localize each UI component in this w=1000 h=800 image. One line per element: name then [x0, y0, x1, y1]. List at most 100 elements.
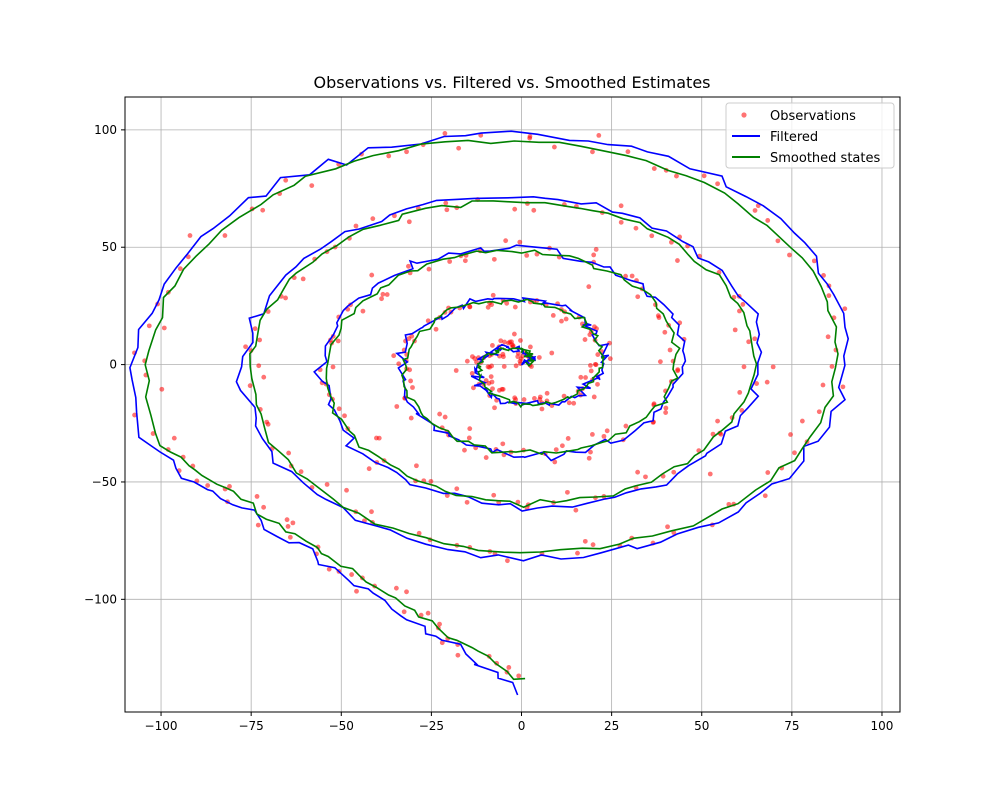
observation-point	[520, 353, 525, 359]
observation-point	[471, 385, 476, 391]
observation-point	[527, 344, 533, 350]
y-tick-label: 50	[102, 240, 117, 254]
observation-point	[410, 385, 415, 390]
observation-point	[442, 414, 448, 420]
observation-point	[586, 284, 592, 290]
observation-point	[707, 471, 713, 477]
observation-point	[407, 367, 413, 373]
observation-point	[324, 482, 330, 487]
observation-point	[483, 455, 489, 460]
observation-point	[243, 344, 248, 350]
observation-point	[456, 145, 462, 151]
observation-point	[571, 400, 577, 406]
observation-point	[741, 364, 747, 370]
observation-point	[470, 354, 475, 360]
observation-point	[715, 181, 720, 187]
observation-point	[737, 389, 743, 395]
observation-point	[740, 302, 746, 307]
observation-point	[765, 470, 771, 475]
observation-point	[187, 233, 193, 238]
observation-point	[623, 423, 629, 429]
observation-point	[366, 466, 372, 472]
observation-point	[150, 431, 156, 436]
observation-point	[586, 455, 592, 461]
observation-point	[643, 474, 648, 480]
observation-point	[418, 612, 424, 618]
observation-point	[380, 291, 386, 297]
observation-point	[811, 258, 817, 264]
observation-point	[504, 300, 510, 306]
observation-point	[532, 396, 537, 401]
observation-point	[842, 306, 848, 312]
observation-point	[732, 327, 738, 333]
grid	[125, 97, 900, 712]
observation-point	[635, 469, 641, 475]
observation-point	[511, 331, 517, 337]
observation-point	[177, 266, 183, 272]
observation-point	[349, 572, 355, 577]
observation-point	[485, 364, 491, 370]
observation-point	[552, 144, 557, 150]
observation-point	[491, 256, 497, 262]
observation-point	[185, 254, 191, 260]
x-tick-label: −75	[238, 719, 263, 733]
observation-point	[675, 368, 681, 374]
observation-point	[662, 329, 668, 335]
observation-point	[404, 149, 409, 155]
observation-point	[566, 400, 572, 406]
observation-point	[464, 499, 470, 505]
observation-point	[587, 332, 593, 338]
observation-point	[401, 609, 407, 615]
observation-point	[501, 354, 506, 360]
observation-point	[633, 225, 639, 231]
observation-point	[787, 252, 792, 258]
observation-point	[469, 371, 475, 376]
observation-point	[503, 238, 509, 244]
observation-point	[132, 412, 137, 418]
observation-point	[286, 450, 292, 456]
observation-point	[516, 673, 522, 679]
observation-point	[509, 339, 514, 345]
observation-point	[498, 338, 504, 344]
observation-point	[754, 381, 760, 386]
observation-point	[549, 350, 555, 356]
observation-point	[496, 387, 502, 393]
observation-point	[256, 363, 262, 369]
observation-point	[840, 384, 846, 390]
observation-point	[578, 374, 584, 380]
observation-point	[300, 276, 306, 282]
observation-point	[625, 149, 631, 155]
observation-point	[524, 252, 530, 258]
observation-point	[464, 358, 470, 364]
observation-point	[537, 397, 543, 402]
observation-point	[444, 207, 450, 213]
x-tick-label: 50	[694, 719, 709, 733]
observation-point	[336, 406, 342, 412]
observation-point	[406, 263, 411, 269]
observation-point	[595, 381, 600, 387]
observation-point	[353, 223, 359, 229]
observation-point	[829, 364, 835, 369]
observation-point	[462, 447, 467, 453]
observation-point	[254, 494, 260, 499]
observation-point	[821, 273, 826, 278]
observation-point	[467, 304, 473, 310]
observation-point	[437, 411, 443, 417]
observation-point	[665, 524, 670, 530]
y-tick-label: 0	[109, 358, 117, 372]
observation-point	[264, 419, 270, 425]
observation-point	[408, 378, 414, 384]
observation-point	[739, 407, 745, 413]
observation-point	[515, 499, 521, 505]
observation-point	[454, 486, 460, 492]
observation-point	[391, 353, 397, 359]
observation-point	[667, 347, 673, 353]
observation-point	[715, 418, 720, 424]
observation-point	[565, 489, 570, 495]
observation-point	[444, 493, 450, 498]
observation-point	[590, 542, 596, 548]
observation-point	[443, 200, 449, 206]
observation-point	[257, 337, 263, 343]
observation-point	[488, 374, 494, 380]
observation-point	[573, 507, 579, 513]
